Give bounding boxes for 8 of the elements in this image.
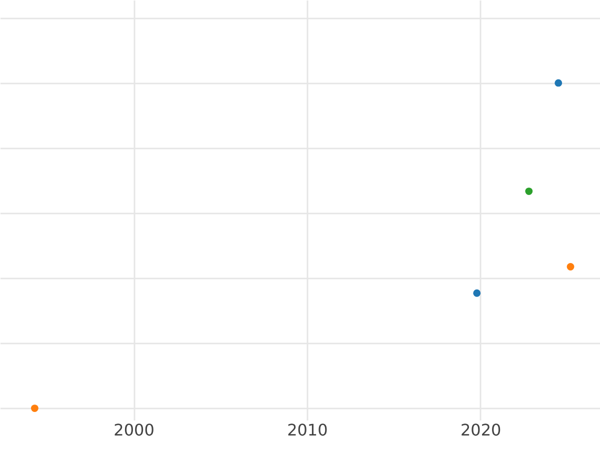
point <box>566 263 574 270</box>
point <box>30 404 38 412</box>
point <box>473 289 481 297</box>
point <box>554 79 562 87</box>
x-tick-label: 2020 <box>460 420 502 440</box>
x-tick-label: 2010 <box>287 420 328 440</box>
point <box>525 188 533 195</box>
x-tick-label: 2000 <box>114 420 154 440</box>
